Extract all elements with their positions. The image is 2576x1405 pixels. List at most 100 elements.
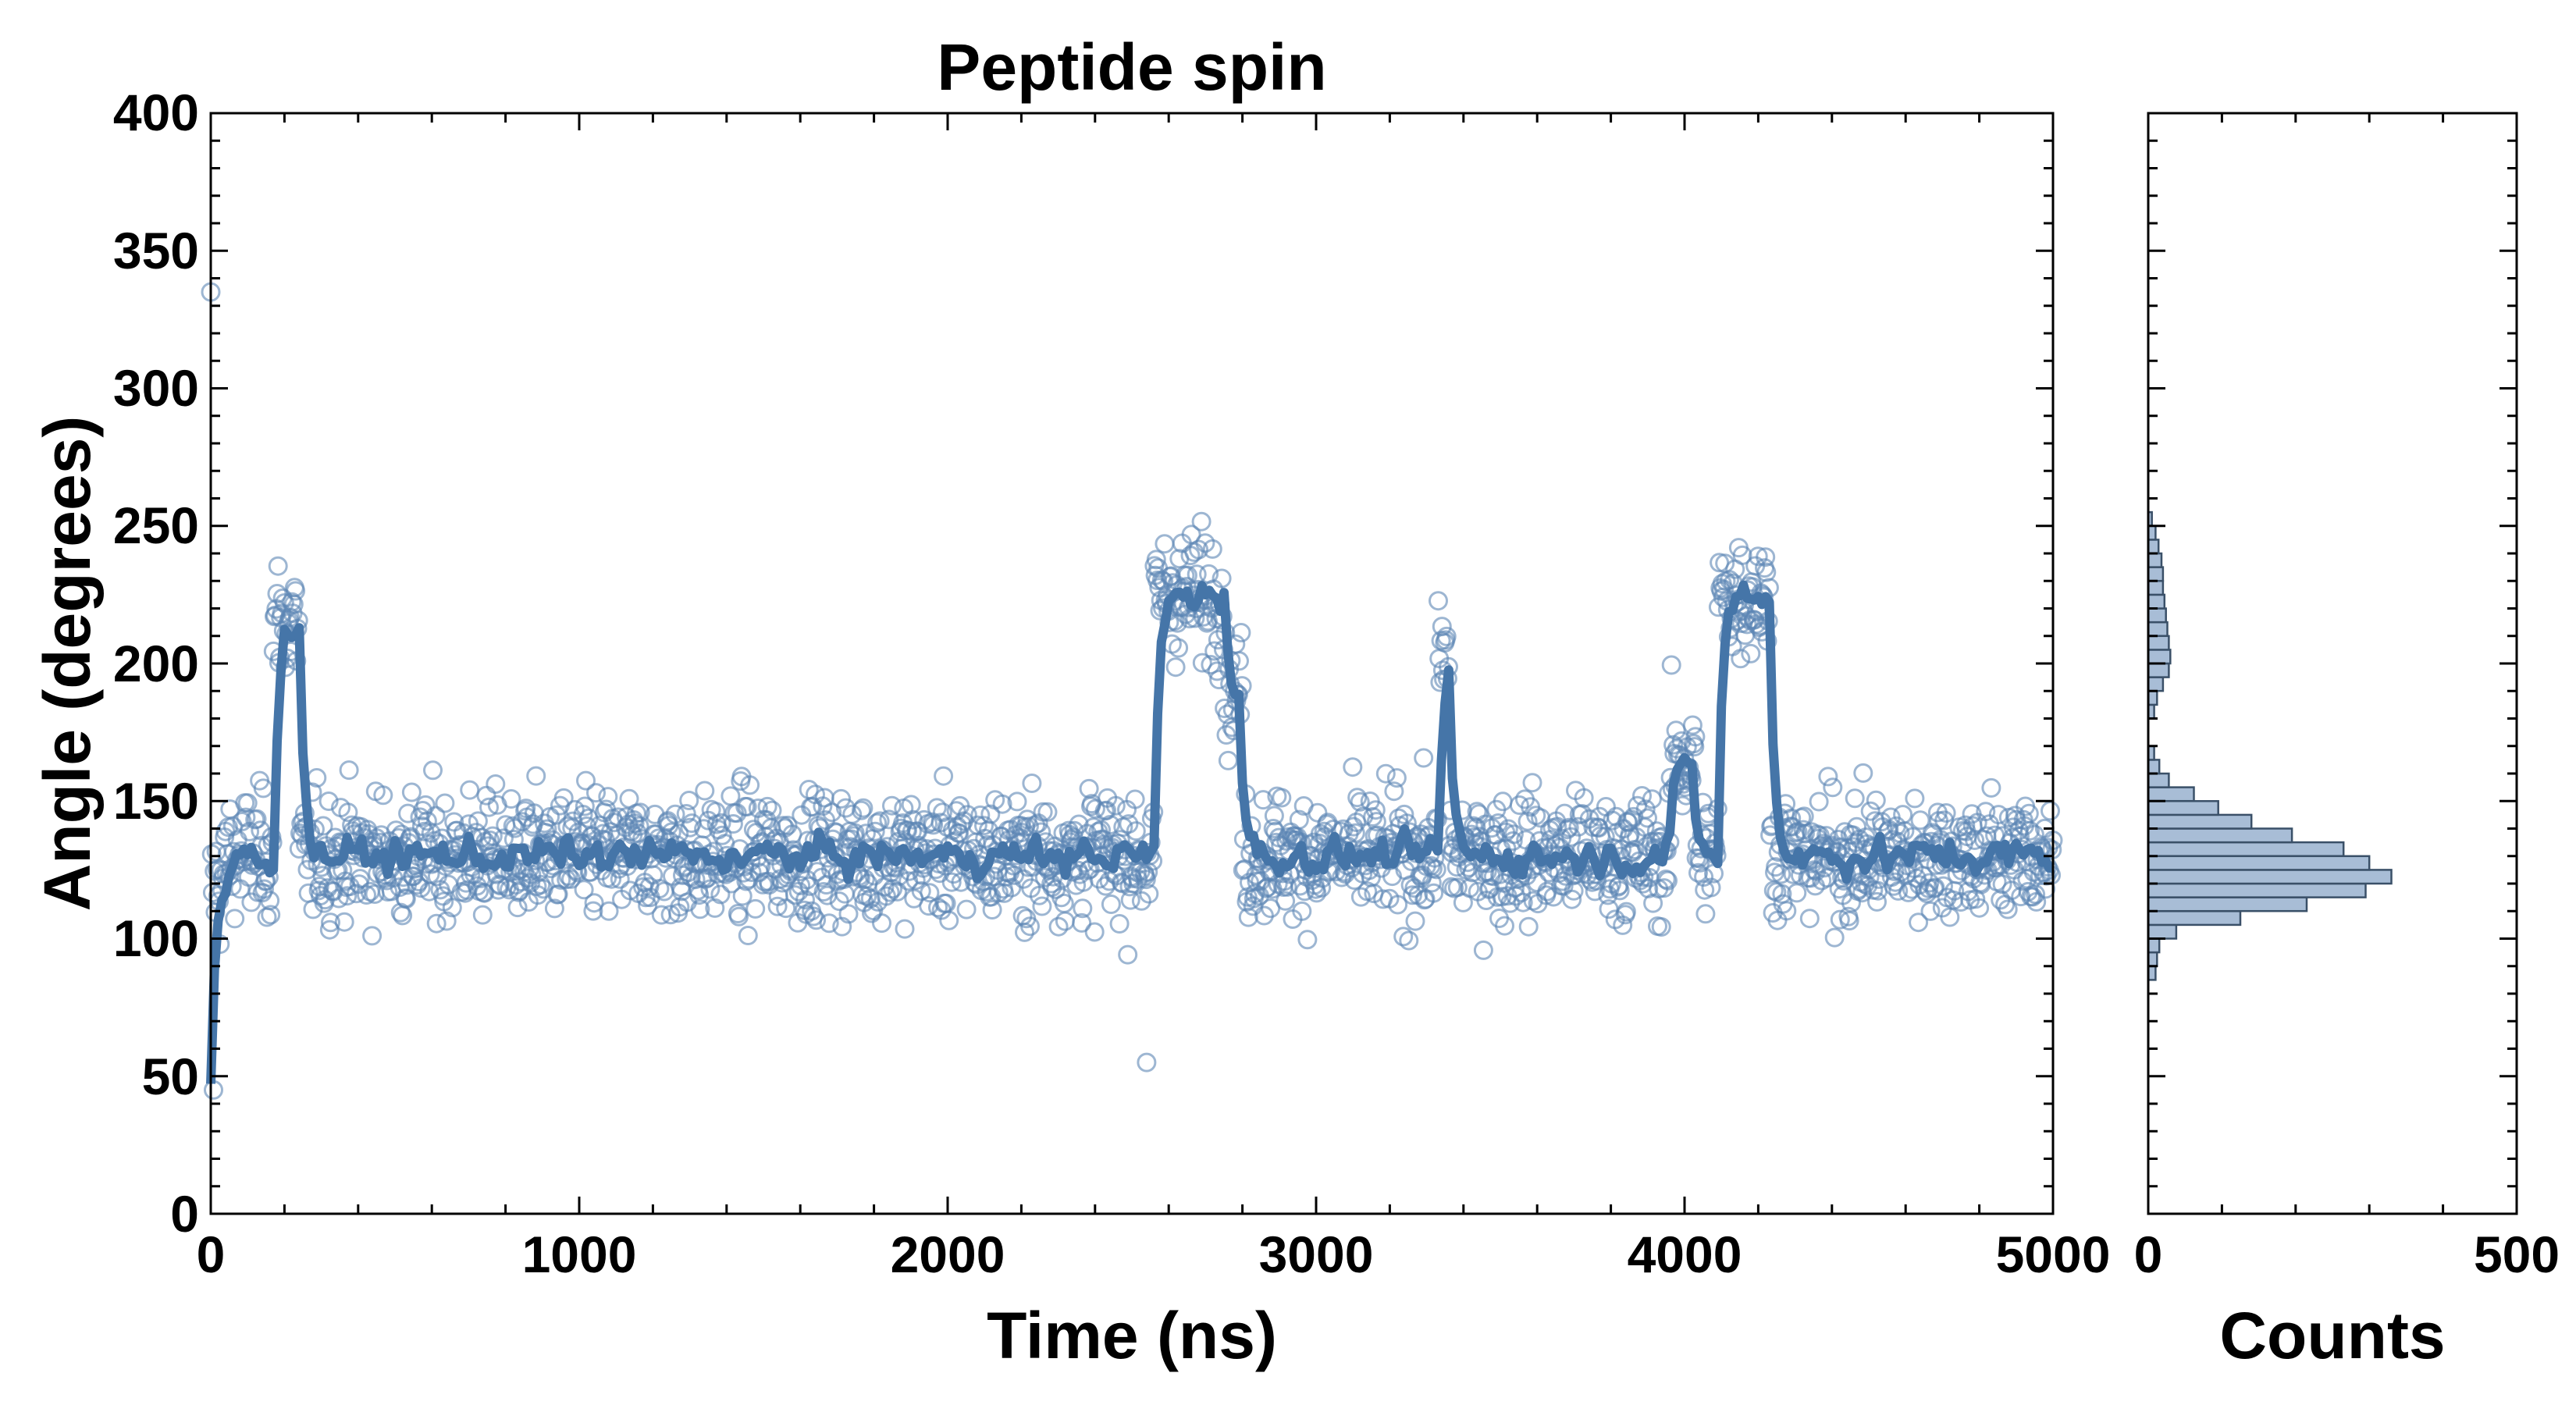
histogram-bar: [2147, 937, 2161, 954]
data-point: [974, 816, 994, 836]
data-point: [795, 890, 815, 910]
histogram-bar: [2147, 827, 2293, 844]
data-point: [1613, 915, 1633, 935]
data-point: [1308, 802, 1328, 823]
data-point: [1254, 905, 1274, 926]
data-point: [1022, 774, 1042, 793]
y-tick-label-350: 350: [113, 222, 199, 279]
data-point: [980, 804, 1001, 824]
data-point: [1642, 789, 1662, 809]
data-point: [630, 802, 650, 823]
data-point: [882, 795, 902, 816]
data-point: [373, 785, 393, 806]
data-point: [895, 919, 915, 939]
data-point: [528, 885, 548, 905]
data-point: [1853, 763, 1873, 783]
data-point: [576, 770, 596, 791]
data-point: [1920, 873, 1940, 893]
data-point: [1756, 547, 1776, 567]
data-point: [247, 809, 267, 829]
histogram-bars-layer: [2147, 510, 2393, 981]
data-point: [254, 879, 274, 899]
data-point: [398, 803, 418, 823]
histogram-bar: [2147, 676, 2165, 692]
data-point: [665, 804, 685, 824]
data-point: [776, 898, 796, 919]
data-point: [1981, 777, 2001, 798]
y-tick-label-100: 100: [113, 909, 199, 967]
data-point: [1179, 609, 1200, 629]
data-point: [1732, 545, 1752, 565]
data-point: [1054, 893, 1074, 913]
data-point: [1264, 806, 1284, 826]
data-point: [1509, 795, 1529, 815]
data-point: [1934, 876, 1953, 896]
data-point: [1366, 812, 1386, 832]
data-point: [1969, 898, 1990, 918]
data-point: [1909, 912, 1929, 933]
data-point: [1559, 817, 1579, 838]
data-point: [282, 592, 302, 612]
data-point: [583, 901, 603, 921]
data-point: [1848, 879, 1869, 899]
data-point: [423, 760, 443, 781]
data-point: [723, 814, 743, 834]
data-point: [1748, 546, 1768, 567]
data-point: [261, 905, 281, 925]
histogram-bar: [2147, 759, 2161, 775]
data-point: [1905, 788, 1925, 809]
data-point: [762, 800, 782, 820]
data-point: [1394, 804, 1414, 824]
histogram-bar: [2147, 552, 2163, 568]
x-tick-label-3000: 3000: [1259, 1225, 1374, 1283]
data-point: [872, 913, 891, 934]
data-point: [339, 760, 359, 781]
data-point: [624, 813, 645, 834]
data-point: [334, 912, 354, 932]
x-axis-label: Time (ns): [987, 1299, 1277, 1372]
y-tick-label-150: 150: [113, 772, 199, 830]
data-point: [1202, 539, 1222, 559]
data-point: [313, 816, 333, 836]
data-point: [1756, 562, 1777, 582]
data-point: [501, 789, 521, 809]
data-point: [1272, 788, 1292, 808]
data-point: [1616, 902, 1636, 922]
x-tick-label-2000: 2000: [891, 1225, 1005, 1283]
y-tick-label-50: 50: [142, 1048, 199, 1105]
data-point: [604, 813, 624, 833]
data-point: [493, 828, 514, 848]
data-point: [1375, 763, 1396, 784]
data-point: [1015, 922, 1034, 942]
chart-title: Peptide spin: [937, 30, 1326, 104]
histogram-bar: [2147, 635, 2170, 651]
y-tick-label-250: 250: [113, 496, 199, 554]
data-point: [679, 791, 699, 810]
data-point: [1277, 877, 1297, 897]
data-point: [1384, 781, 1404, 802]
data-point: [225, 909, 245, 929]
data-point: [476, 785, 496, 806]
data-point: [1503, 824, 1524, 845]
data-point: [852, 800, 871, 820]
data-point: [531, 874, 551, 895]
data-point: [1635, 799, 1656, 820]
data-point: [638, 895, 658, 916]
data-point: [503, 816, 523, 836]
data-point: [584, 893, 604, 913]
data-point: [1414, 748, 1434, 768]
data-point: [1888, 880, 1909, 901]
data-point: [853, 798, 873, 818]
data-point: [1925, 877, 1945, 898]
data-point: [1731, 649, 1751, 669]
data-point: [1426, 859, 1446, 880]
data-point: [939, 910, 959, 930]
x-tick-label-4000: 4000: [1628, 1225, 1742, 1283]
data-point: [1388, 895, 1408, 915]
data-point: [870, 811, 890, 831]
data-point: [574, 880, 594, 900]
data-point: [396, 889, 416, 909]
data-point: [1073, 898, 1093, 919]
data-point: [842, 804, 863, 824]
